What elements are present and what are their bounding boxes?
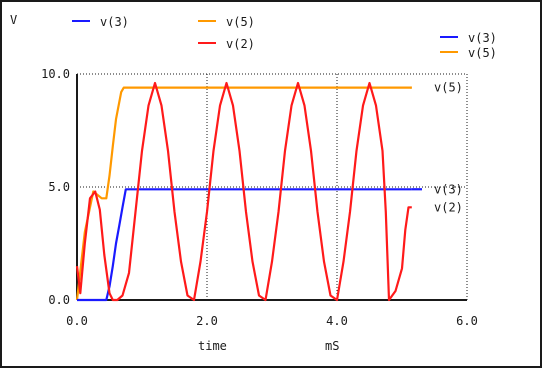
tick-labels: 0.0 2.0 4.0 6.0 0.0 5.0 10.0 [41,67,478,328]
legend-label-v3: v(3) [100,15,129,29]
end-label-v2: v(2) [434,200,463,214]
legend-right-label-v5: v(5) [468,46,497,60]
y-axis-label: V [10,13,17,27]
end-label-v5: v(5) [434,81,463,95]
legend-label-v2: v(2) [226,37,255,51]
y-tick-label: 10.0 [41,67,70,81]
series-line-v5 [75,86,412,301]
x-axis-label: time [198,339,227,353]
legend-right: v(3) v(5) [440,31,497,60]
x-tick-label: 2.0 [196,314,218,328]
x-tick-label: 0.0 [66,314,88,328]
legend-top: v(3) v(5) v(2) [72,15,255,51]
series-line-v2 [75,81,412,302]
x-tick-label: 4.0 [326,314,348,328]
grid [77,73,467,300]
end-labels: v(5) v(3) v(2) [410,81,463,214]
legend-label-v5: v(5) [226,15,255,29]
x-axis-unit: mS [325,339,339,353]
end-label-v3: v(3) [434,182,463,196]
y-tick-label: 5.0 [48,180,70,194]
series-line-v3 [77,188,412,302]
x-tick-label: 6.0 [456,314,478,328]
legend-right-label-v3: v(3) [468,31,497,45]
series [75,81,412,302]
y-tick-label: 0.0 [48,293,70,307]
